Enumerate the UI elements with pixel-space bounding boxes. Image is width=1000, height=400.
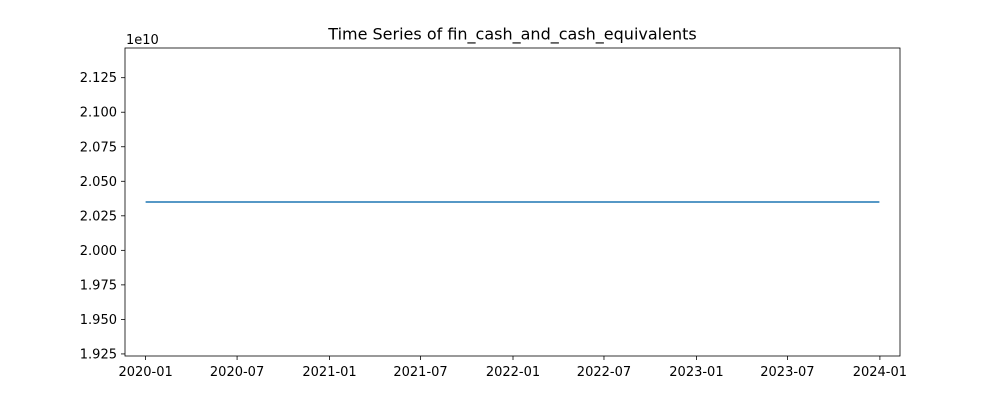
y-tick-label-8: 2.125	[80, 71, 117, 86]
x-tick-label-0: 2020-01	[118, 365, 172, 380]
axes-frame	[124, 47, 901, 357]
y-tick-label-6: 2.075	[80, 140, 117, 155]
x-tick-label-3: 2021-07	[393, 365, 447, 380]
y-axis-offset-label: 1e10	[126, 33, 159, 48]
y-tick-label-3: 2.000	[80, 244, 117, 259]
x-tick-label-6: 2023-01	[669, 365, 723, 380]
x-tick-label-5: 2022-07	[577, 365, 631, 380]
y-tick-label-5: 2.050	[80, 175, 117, 190]
y-tick-label-7: 2.100	[80, 106, 117, 121]
y-tick-label-1: 1.950	[80, 313, 117, 328]
x-tick-label-7: 2023-07	[760, 365, 814, 380]
x-tick-label-2: 2021-01	[302, 365, 356, 380]
x-tick-label-4: 2022-01	[486, 365, 540, 380]
y-tick-label-2: 1.975	[80, 278, 117, 293]
plot-area: 2020-01 2020-07 2021-01 2021-07 2022-01 2022-…	[80, 47, 907, 380]
x-tick-label-1: 2020-07	[210, 365, 264, 380]
chart-title: Time Series of fin_cash_and_cash_equival…	[327, 25, 696, 45]
y-tick-label-0: 1.925	[80, 347, 117, 362]
y-tick-label-4: 2.025	[80, 209, 117, 224]
x-tick-label-8: 2024-01	[853, 365, 907, 380]
